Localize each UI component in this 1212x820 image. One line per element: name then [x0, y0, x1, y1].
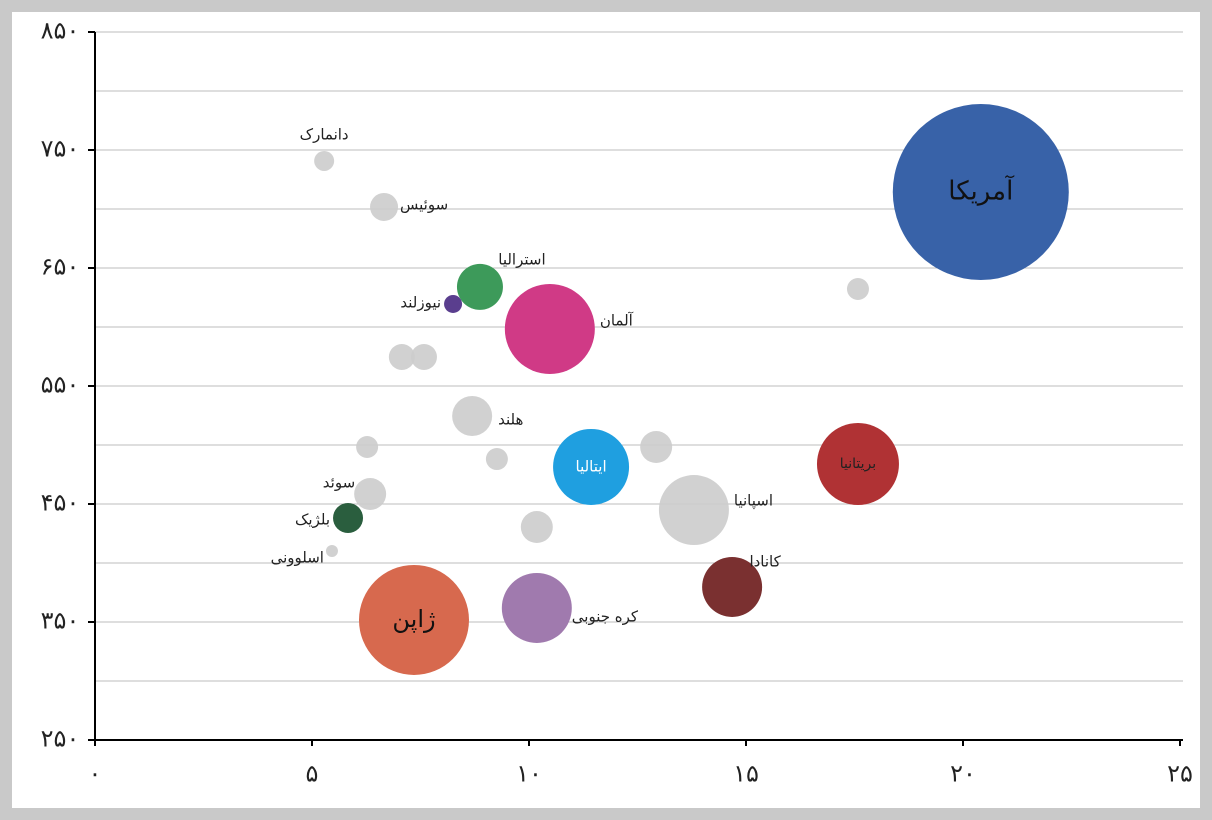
- bubble-label: نیوزلند: [400, 293, 441, 311]
- bubble: [702, 556, 763, 617]
- bubble-label: سوئد: [323, 473, 355, 491]
- bubble-label: اسلوونی: [271, 548, 324, 566]
- bubble: [553, 428, 630, 505]
- bubble-label: ژاپن: [392, 605, 435, 633]
- x-tick-label: ۲۰: [950, 760, 976, 788]
- x-tick-label: ۱۰: [516, 760, 542, 788]
- bubble-label: آمریکا: [948, 175, 1015, 207]
- bubble: [333, 503, 364, 534]
- y-tick-label: ۲۵۰: [41, 725, 80, 753]
- bubble: [456, 263, 503, 310]
- bubble: [444, 294, 463, 313]
- y-tick-label: ۴۵۰: [41, 489, 80, 517]
- y-tick-label: ۷۵۰: [41, 135, 80, 163]
- bubble: [354, 477, 387, 510]
- bubble: [846, 278, 869, 301]
- bubble-label: سوئیس: [400, 195, 448, 213]
- x-tick-label: ۵: [306, 760, 319, 788]
- bubble: [501, 572, 572, 643]
- bubble: [325, 544, 338, 557]
- bubble: [388, 343, 415, 370]
- bubble: [816, 422, 899, 505]
- bubble: [485, 448, 508, 471]
- bubble-label: استرالیا: [498, 250, 545, 268]
- bubble-label: آلمان: [600, 312, 634, 330]
- y-tick-label: ۳۵۰: [41, 607, 80, 635]
- bubble-label: ایتالیا: [576, 457, 607, 475]
- x-tick-label: ۱۵: [733, 760, 759, 788]
- x-tick-label: ۲۵: [1167, 760, 1193, 788]
- y-tick-label: ۸۵۰: [41, 17, 80, 45]
- bubble: [658, 475, 729, 546]
- bubble-label: بلژیک: [295, 511, 330, 529]
- y-tick-label: ۶۵۰: [41, 253, 80, 281]
- bubble-label: دانمارک: [300, 125, 349, 143]
- bubble: [410, 343, 437, 370]
- bubble: [640, 431, 673, 464]
- bubble: [520, 511, 553, 544]
- x-tick-label: ۰: [89, 760, 102, 788]
- bubble: [504, 284, 595, 375]
- bubble: [314, 150, 335, 171]
- bubble: [356, 436, 379, 459]
- bubble: [452, 395, 493, 436]
- y-tick-label: ۵۵۰: [41, 371, 80, 399]
- bubble-label: هلند: [498, 410, 523, 428]
- bubble: [370, 192, 399, 221]
- bubble-label: کانادا: [749, 552, 781, 570]
- bubble: [358, 564, 469, 675]
- bubble-label: کره جنوبی: [572, 607, 639, 625]
- bubble: [892, 104, 1069, 281]
- bubble-label: اسپانیا: [734, 492, 773, 511]
- bubble-label: بریتانیا: [840, 456, 876, 472]
